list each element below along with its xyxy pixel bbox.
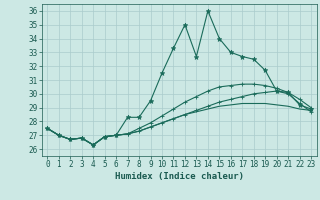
X-axis label: Humidex (Indice chaleur): Humidex (Indice chaleur) [115, 172, 244, 181]
